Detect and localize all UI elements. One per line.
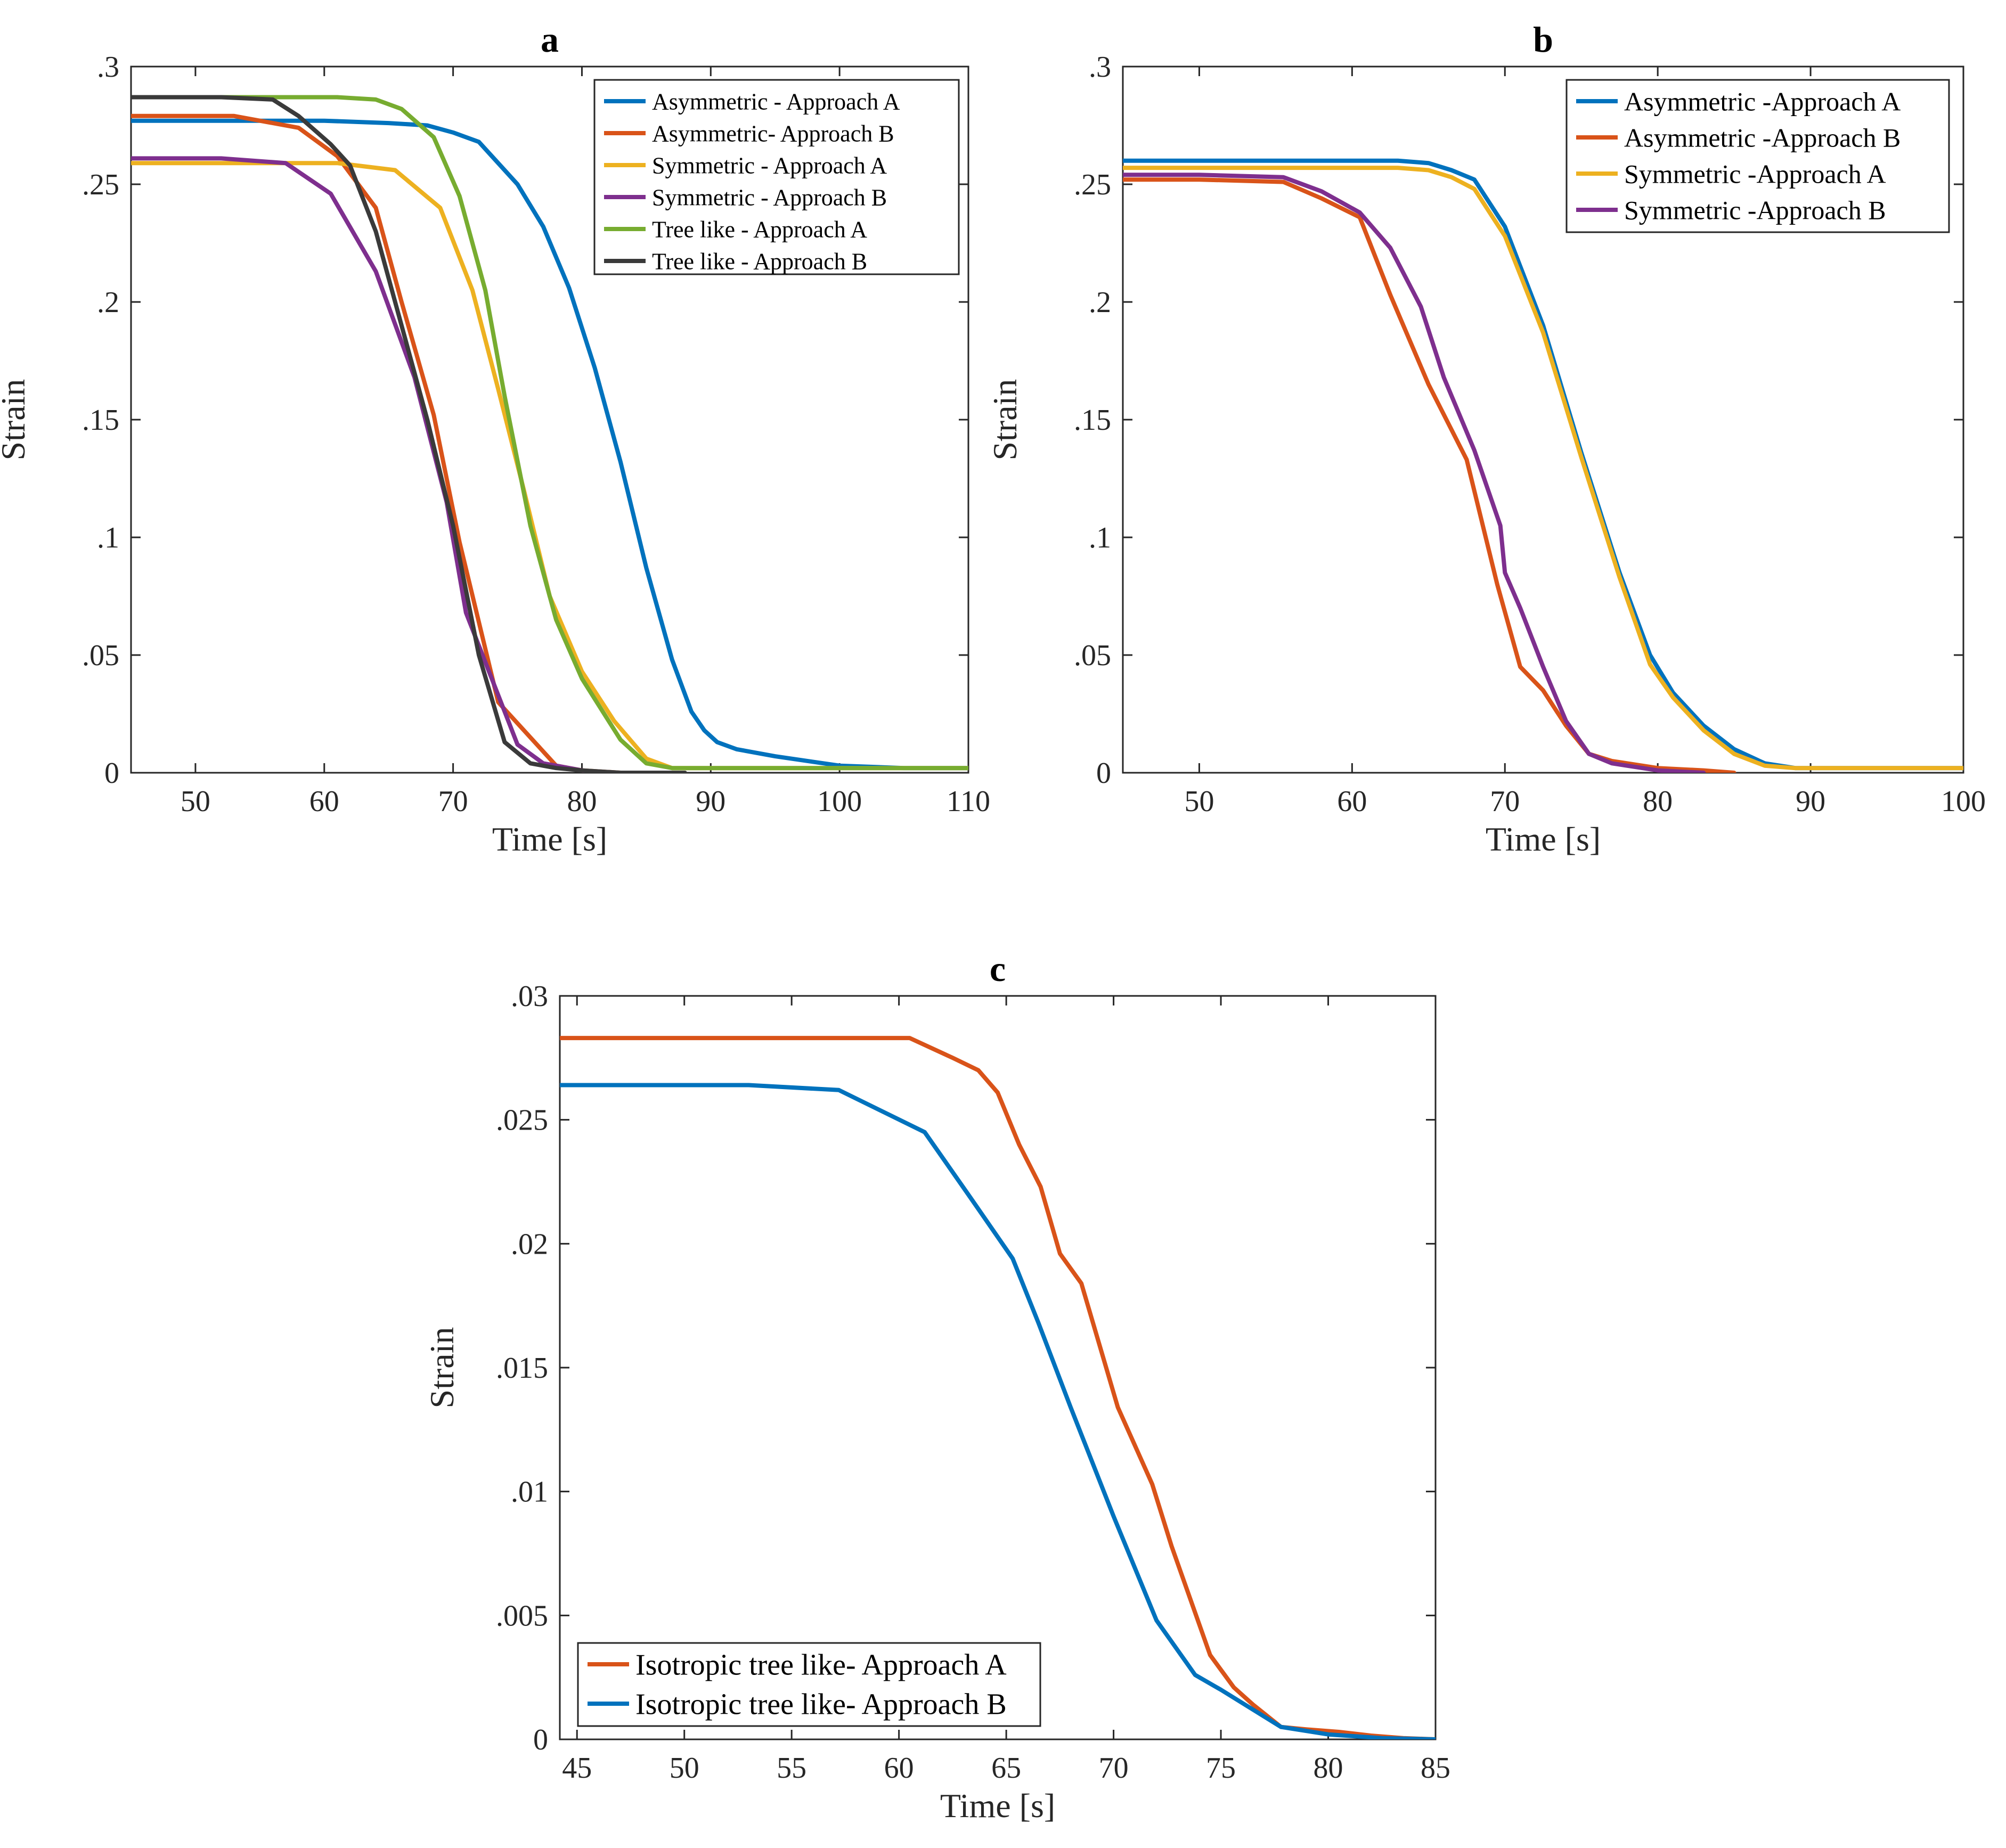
legend-entry: Symmetric - Approach B (652, 184, 887, 210)
series-line (1123, 177, 1736, 773)
y-tick-label: .2 (97, 286, 119, 319)
x-tick-label: 70 (1490, 785, 1520, 818)
x-tick-label: 80 (1643, 785, 1673, 818)
legend-entry: Asymmetric - Approach A (652, 88, 900, 115)
y-tick-label: .1 (97, 521, 119, 554)
series-line (131, 95, 687, 773)
y-tick-label: .03 (511, 980, 548, 1013)
y-tick-label: .015 (496, 1352, 548, 1385)
x-tick-label: 45 (562, 1752, 592, 1785)
series-line (560, 1083, 1436, 1739)
y-tick-label: .005 (496, 1599, 548, 1632)
y-tick-label: .05 (82, 639, 119, 672)
series-group (560, 1036, 1436, 1739)
x-axis-label: Time [s] (940, 1787, 1055, 1825)
series-line (131, 118, 968, 771)
y-tick-label: .3 (97, 51, 119, 84)
chart-panel-c: 45 50 55 60 65 70 75 80 85 0 .005 .01 .015 .02 .025 .03… (423, 948, 1450, 1825)
y-tick-label: 0 (1096, 757, 1111, 790)
legend-entry: Isotropic tree like- Approach A (635, 1649, 1007, 1682)
legend-entry: Asymmetric- Approach B (652, 120, 894, 146)
y-axis-label: Strain (0, 379, 32, 461)
series-group (1123, 158, 1963, 773)
legend-entry: Asymmetric -Approach A (1624, 87, 1901, 117)
x-tick-label: 50 (181, 785, 210, 818)
x-tick-label: 110 (947, 785, 990, 818)
legend: Isotropic tree like- Approach A Isotropic… (577, 1642, 1041, 1727)
legend: Asymmetric - Approach A Asymmetric- Appro… (593, 79, 960, 275)
y-tick-label: .25 (1074, 168, 1111, 201)
x-tick-label: 100 (1941, 785, 1986, 818)
y-tick-label: .25 (82, 168, 119, 201)
x-tick-label: 65 (991, 1752, 1021, 1785)
y-tick-label: .025 (496, 1104, 548, 1137)
x-tick-label: 80 (567, 785, 597, 818)
x-tick-label: 60 (884, 1752, 914, 1785)
legend-entry: Symmetric - Approach A (652, 152, 887, 178)
x-tick-label: 70 (438, 785, 468, 818)
x-tick-label: 90 (696, 785, 725, 818)
chart-title: c (990, 948, 1006, 989)
y-tick-label: .01 (511, 1476, 548, 1509)
x-axis-label: Time [s] (1486, 820, 1601, 858)
chart-title: a (541, 19, 559, 60)
legend: Asymmetric -Approach A Asymmetric -Approa… (1565, 79, 1950, 233)
legend-entry: Isotropic tree like- Approach B (635, 1688, 1007, 1721)
y-tick-label: .2 (1089, 286, 1111, 319)
chart-panel-b: 50 60 70 80 90 100 0 .05 .1 .15 .2 .25 .3 Time [s] Str… (986, 19, 1986, 858)
y-tick-label: 0 (104, 757, 119, 790)
x-tick-label: 60 (309, 785, 339, 818)
x-tick-label: 55 (777, 1752, 806, 1785)
legend-entry: Tree like - Approach A (652, 216, 867, 242)
y-tick-label: 0 (533, 1723, 548, 1756)
chart-panel-a: 50 60 70 80 90 100 110 0 .05 .1 .15 .2 .25 .3 Time [s]… (0, 19, 990, 858)
y-tick-label: .15 (82, 404, 119, 437)
y-tick-label: .15 (1074, 404, 1111, 437)
x-tick-label: 85 (1421, 1752, 1450, 1785)
series-line (131, 95, 968, 771)
y-axis-label: Strain (423, 1327, 461, 1409)
legend-entry: Asymmetric -Approach B (1624, 123, 1901, 153)
x-tick-label: 100 (817, 785, 862, 818)
series-group (131, 95, 968, 773)
x-tick-label: 70 (1099, 1752, 1129, 1785)
y-tick-label: .1 (1089, 521, 1111, 554)
legend-box (577, 1642, 1041, 1727)
y-axis-label: Strain (986, 379, 1024, 461)
series-line (1123, 166, 1963, 771)
y-tick-label: .3 (1089, 51, 1111, 84)
y-tick-label: .02 (511, 1228, 548, 1261)
legend-box (1565, 79, 1950, 233)
plot-area (559, 995, 1437, 1740)
x-tick-label: 50 (1184, 785, 1214, 818)
chart-title: b (1533, 19, 1553, 60)
x-tick-label: 60 (1337, 785, 1367, 818)
series-line (1123, 173, 1706, 773)
x-tick-label: 80 (1314, 1752, 1343, 1785)
x-axis-label: Time [s] (492, 820, 607, 858)
legend-entry: Tree like - Approach B (652, 248, 867, 274)
x-tick-label: 90 (1796, 785, 1825, 818)
y-tick-label: .05 (1074, 639, 1111, 672)
legend-entry: Symmetric -Approach A (1624, 159, 1886, 189)
x-tick-label: 50 (670, 1752, 699, 1785)
legend-box (593, 79, 960, 275)
x-tick-label: 75 (1206, 1752, 1236, 1785)
legend-entry: Symmetric -Approach B (1624, 195, 1886, 225)
